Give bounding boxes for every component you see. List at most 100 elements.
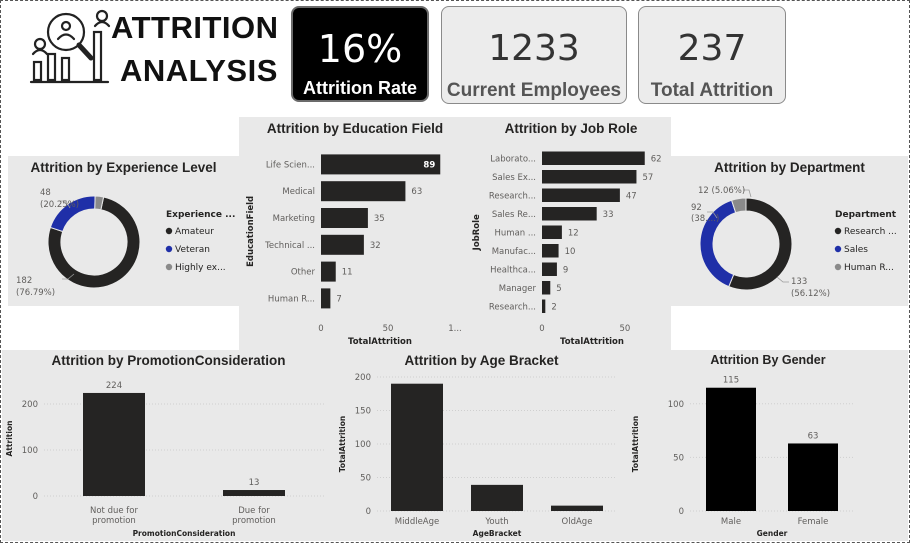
- panel-gender[interactable]: Attrition By Gender 0 50 100 115 Male 63 Femal…: [628, 350, 908, 541]
- data-label-0: 115: [723, 376, 739, 386]
- category-label-8: Research...: [489, 302, 536, 312]
- kpi-value: 1233: [488, 28, 580, 69]
- donut-pct-label-2: (56.12%): [791, 289, 830, 299]
- kpi-current-employees[interactable]: 1233 Current Employees: [441, 6, 627, 104]
- y-tick-label-0: 0: [33, 492, 38, 502]
- data-label-8: 2: [551, 302, 556, 312]
- y-axis-title: TotalAttrition: [631, 416, 640, 472]
- legend-marker-0: [165, 227, 173, 235]
- y-tick-label-3: 150: [355, 407, 371, 417]
- legend-marker-0: [834, 227, 842, 235]
- category-label-2: Marketing: [273, 214, 315, 224]
- bar-4: [321, 261, 336, 282]
- legend-title: Experience ...: [166, 210, 235, 220]
- y-tick-label-2: 100: [668, 400, 684, 410]
- category-label-3: Sales Re...: [492, 210, 536, 220]
- chart-title: Attrition By Gender: [710, 353, 826, 367]
- x-tick-label-0: 0: [539, 324, 544, 334]
- panel-education-field[interactable]: Attrition by Education Field Life Scien.…: [239, 117, 471, 350]
- data-label-5: 7: [336, 294, 341, 304]
- bar-1: [788, 443, 838, 511]
- bar-0: [83, 392, 145, 496]
- data-label-0: 224: [106, 381, 122, 391]
- kpi-value: 16%: [317, 27, 403, 71]
- bar-0: [321, 154, 441, 175]
- donut-value-label-2: 133: [791, 277, 807, 287]
- kpi-label: Total Attrition: [650, 80, 774, 101]
- page-title-line2: ANALYSIS: [120, 53, 278, 88]
- panel-job-role[interactable]: Attrition by Job Role Laborato... 62 Sales…: [471, 117, 671, 350]
- category-label-0: Male: [721, 517, 741, 527]
- panel-experience-level[interactable]: Attrition by Experience Level 48 (20.25%)…: [8, 156, 239, 306]
- donut-leader-line-1: [707, 211, 718, 219]
- bar-2: [551, 505, 603, 511]
- category-label-0-0: Not due for: [90, 506, 139, 516]
- kpi-total-attrition[interactable]: 237 Total Attrition: [638, 6, 786, 104]
- x-tick-label-0: 0: [318, 324, 323, 334]
- y-tick-label-4: 200: [355, 373, 371, 383]
- category-label-0-1: promotion: [92, 516, 136, 526]
- category-label-1: Female: [798, 517, 829, 527]
- bar-2: [542, 188, 620, 202]
- kpi-value: 237: [677, 28, 747, 69]
- panel-age-bracket[interactable]: Attrition by Age Bracket 0 50 100 150 200 Mid…: [335, 350, 628, 541]
- donut-pct-label-1: (76.79%): [16, 288, 55, 298]
- kpi-label: Current Employees: [446, 80, 622, 101]
- category-label-5: Human R...: [268, 294, 315, 304]
- y-tick-label-2: 100: [355, 440, 371, 450]
- data-label-0: 62: [651, 154, 662, 164]
- y-axis-title: TotalAttrition: [338, 416, 347, 472]
- bar-0: [542, 151, 645, 165]
- y-tick-label-1: 100: [22, 446, 38, 456]
- kpi-label: Attrition Rate: [303, 78, 417, 98]
- panel-promotion[interactable]: Attrition by PromotionConsideration 0 100…: [2, 350, 335, 541]
- legend-label-1: Sales: [844, 245, 868, 255]
- y-tick-label-0: 0: [679, 507, 684, 517]
- donut-value-label-0: 48: [40, 188, 51, 198]
- data-label-5: 10: [565, 247, 576, 257]
- category-label-0: MiddleAge: [395, 517, 440, 527]
- gender-bar-chart: 0 50 100 115 Male 63 Female Gender TotalAttritio…: [631, 376, 854, 538]
- page-title-line1: ATTRITION: [111, 10, 279, 45]
- data-label-1: 57: [642, 173, 653, 183]
- donut-pct-label-0: (20.25%): [40, 200, 79, 210]
- y-axis-title: JobRole: [472, 214, 482, 251]
- bar-1: [223, 490, 285, 496]
- y-tick-label-2: 200: [22, 400, 38, 410]
- data-label-1: 13: [249, 478, 260, 488]
- age-bar-chart: 0 50 100 150 200 MiddleAge Youth OldAge AgeBrack…: [338, 373, 617, 538]
- data-label-0: 89: [423, 160, 435, 170]
- data-label-4: 11: [342, 268, 353, 278]
- chart-title: Attrition by Age Bracket: [404, 353, 559, 368]
- data-label-6: 9: [563, 265, 568, 275]
- chart-title: Attrition by Job Role: [504, 121, 638, 136]
- x-axis-title: TotalAttrition: [348, 337, 412, 347]
- y-axis-title: EducationField: [246, 196, 256, 267]
- chart-title: Attrition by Experience Level: [30, 160, 217, 175]
- donut-slice-2: [730, 197, 747, 214]
- bar-5: [321, 288, 331, 309]
- bar-1: [471, 484, 523, 511]
- chart-title: Attrition by Education Field: [266, 121, 444, 136]
- data-label-2: 47: [626, 191, 637, 201]
- category-label-1: Youth: [484, 517, 508, 527]
- legend-title: Department: [835, 210, 897, 220]
- donut-slice-2: [94, 195, 105, 211]
- legend-marker-1: [834, 245, 842, 253]
- bar-0: [391, 383, 443, 511]
- category-label-4: Human ...: [495, 228, 536, 238]
- bar-3: [542, 207, 597, 221]
- kpi-attrition-rate[interactable]: 16% Attrition Rate: [291, 6, 429, 102]
- panel-department[interactable]: Attrition by Department 12 (5.06%) 92 (38.…: [671, 156, 908, 306]
- category-label-1: Sales Ex...: [492, 173, 536, 183]
- legend-label-1: Veteran: [175, 245, 210, 255]
- legend-label-0: Research ...: [844, 227, 897, 237]
- x-tick-label-2: 1...: [448, 324, 462, 334]
- bar-6: [542, 262, 557, 276]
- bar-0: [706, 387, 756, 511]
- y-tick-label-1: 50: [360, 474, 371, 484]
- data-label-4: 12: [568, 228, 579, 238]
- data-label-1: 63: [808, 431, 819, 441]
- x-axis-title: Gender: [757, 529, 788, 538]
- department-donut-chart: 12 (5.06%) 92(38....) 133 (56.12%) Departmen…: [691, 186, 897, 299]
